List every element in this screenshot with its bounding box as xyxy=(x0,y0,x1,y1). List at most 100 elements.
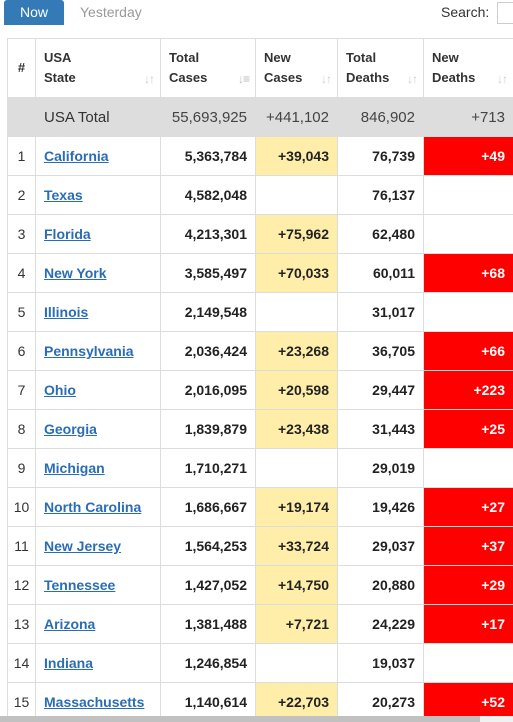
state-link[interactable]: Michigan xyxy=(44,460,105,476)
row-number: 8 xyxy=(7,409,36,449)
new-cases-cell xyxy=(255,643,338,683)
row-number: 15 xyxy=(7,682,36,722)
column-header-state-label-line2: State xyxy=(44,70,76,85)
row-number: 13 xyxy=(7,604,36,644)
table-row: 14 Indiana 1,246,854 19,037 xyxy=(7,643,513,683)
total-cases-cell: 4,582,048 xyxy=(160,175,256,215)
total-deaths-cell: 31,443 xyxy=(337,409,424,449)
state-cell: Texas xyxy=(35,175,161,215)
column-header-new-deaths-label-line2: Deaths xyxy=(432,70,476,85)
table-row: 6 Pennsylvania 2,036,424 +23,268 36,705 +66 xyxy=(7,331,513,371)
state-link[interactable]: Ohio xyxy=(44,382,76,398)
tab-yesterday[interactable]: Yesterday xyxy=(80,4,142,20)
new-cases-cell: +70,033 xyxy=(255,253,338,293)
tab-now[interactable]: Now xyxy=(4,0,64,25)
new-cases-cell: +33,724 xyxy=(255,526,338,566)
total-deaths-cell: 29,037 xyxy=(337,526,424,566)
column-header-total-deaths-label-line1: Total xyxy=(346,50,377,65)
column-header-new-cases[interactable]: New Cases ↓↑ xyxy=(255,38,338,98)
row-number: 11 xyxy=(7,526,36,566)
total-row-new-deaths: +713 xyxy=(423,97,513,137)
new-deaths-cell: +49 xyxy=(423,136,513,176)
state-cell: Indiana xyxy=(35,643,161,683)
column-header-new-deaths[interactable]: New Deaths ↓↑ xyxy=(423,38,513,98)
state-link[interactable]: New York xyxy=(44,265,107,281)
table-row: 12 Tennessee 1,427,052 +14,750 20,880 +29 xyxy=(7,565,513,605)
new-deaths-cell xyxy=(423,643,513,683)
sort-icon: ↓↑ xyxy=(497,72,508,86)
new-cases-cell: +7,721 xyxy=(255,604,338,644)
new-cases-cell xyxy=(255,175,338,215)
new-cases-cell xyxy=(255,448,338,488)
total-cases-cell: 4,213,301 xyxy=(160,214,256,254)
total-deaths-cell: 20,273 xyxy=(337,682,424,722)
new-deaths-cell: +52 xyxy=(423,682,513,722)
column-header-total-cases[interactable]: Total Cases ↓≡ xyxy=(160,38,256,98)
state-link[interactable]: Arizona xyxy=(44,616,96,632)
state-cell: New Jersey xyxy=(35,526,161,566)
state-link[interactable]: Indiana xyxy=(44,655,94,671)
state-link[interactable]: Massachusetts xyxy=(44,694,145,710)
state-cell: North Carolina xyxy=(35,487,161,527)
column-header-new-deaths-label-line1: New xyxy=(432,50,459,65)
scrollbar-thumb[interactable] xyxy=(0,716,480,722)
total-cases-cell: 2,036,424 xyxy=(160,331,256,371)
usa-total-row: USA Total 55,693,925 +441,102 846,902 +7… xyxy=(7,97,513,137)
total-deaths-cell: 19,426 xyxy=(337,487,424,527)
table-header: # USA State ↓↑ Total Cases ↓≡ New Cases … xyxy=(7,38,513,98)
new-cases-cell: +39,043 xyxy=(255,136,338,176)
new-deaths-cell: +27 xyxy=(423,487,513,527)
total-cases-cell: 3,585,497 xyxy=(160,253,256,293)
row-number: 9 xyxy=(7,448,36,488)
new-cases-cell: +23,438 xyxy=(255,409,338,449)
total-cases-cell: 2,016,095 xyxy=(160,370,256,410)
state-cell: California xyxy=(35,136,161,176)
state-link[interactable]: Tennessee xyxy=(44,577,116,593)
table-row: 15 Massachusetts 1,140,614 +22,703 20,273 +52 xyxy=(7,682,513,722)
column-header-total-deaths[interactable]: Total Deaths ↓↑ xyxy=(337,38,424,98)
table-row: 11 New Jersey 1,564,253 +33,724 29,037 +37 xyxy=(7,526,513,566)
state-link[interactable]: Georgia xyxy=(44,421,97,437)
total-cases-cell: 1,686,667 xyxy=(160,487,256,527)
column-header-state-label-line1: USA xyxy=(44,50,72,65)
column-header-num-label: # xyxy=(17,60,26,75)
new-deaths-cell xyxy=(423,292,513,332)
total-cases-cell: 1,427,052 xyxy=(160,565,256,605)
row-number: 10 xyxy=(7,487,36,527)
new-cases-cell: +14,750 xyxy=(255,565,338,605)
total-row-new-cases: +441,102 xyxy=(255,97,338,137)
sort-icon: ↓↑ xyxy=(144,72,155,86)
search-input[interactable] xyxy=(497,2,513,24)
row-number: 5 xyxy=(7,292,36,332)
row-number: 4 xyxy=(7,253,36,293)
state-cell: Pennsylvania xyxy=(35,331,161,371)
state-link[interactable]: Illinois xyxy=(44,304,89,320)
state-cell: Tennessee xyxy=(35,565,161,605)
state-link[interactable]: North Carolina xyxy=(44,499,142,515)
state-link[interactable]: New Jersey xyxy=(44,538,122,554)
new-deaths-cell: +17 xyxy=(423,604,513,644)
horizontal-scrollbar[interactable] xyxy=(0,716,513,722)
row-number: 12 xyxy=(7,565,36,605)
sort-descending-icon: ↓≡ xyxy=(237,72,250,86)
new-deaths-cell: +37 xyxy=(423,526,513,566)
new-deaths-cell: +25 xyxy=(423,409,513,449)
state-link[interactable]: Pennsylvania xyxy=(44,343,134,359)
column-header-total-deaths-label-line2: Deaths xyxy=(346,70,390,85)
row-number: 2 xyxy=(7,175,36,215)
new-cases-cell: +19,174 xyxy=(255,487,338,527)
state-link[interactable]: Texas xyxy=(44,187,83,203)
table-row: 4 New York 3,585,497 +70,033 60,011 +68 xyxy=(7,253,513,293)
total-cases-cell: 5,363,784 xyxy=(160,136,256,176)
column-header-state[interactable]: USA State ↓↑ xyxy=(35,38,161,98)
total-row-state: USA Total xyxy=(35,97,161,137)
new-cases-cell: +23,268 xyxy=(255,331,338,371)
states-table-container: # USA State ↓↑ Total Cases ↓≡ New Cases … xyxy=(7,38,513,722)
state-link[interactable]: Florida xyxy=(44,226,91,242)
column-header-new-cases-label-line2: Cases xyxy=(264,70,303,85)
total-deaths-cell: 31,017 xyxy=(337,292,424,332)
total-deaths-cell: 24,229 xyxy=(337,604,424,644)
state-link[interactable]: California xyxy=(44,148,109,164)
total-deaths-cell: 62,480 xyxy=(337,214,424,254)
column-header-num[interactable]: # xyxy=(7,38,36,98)
